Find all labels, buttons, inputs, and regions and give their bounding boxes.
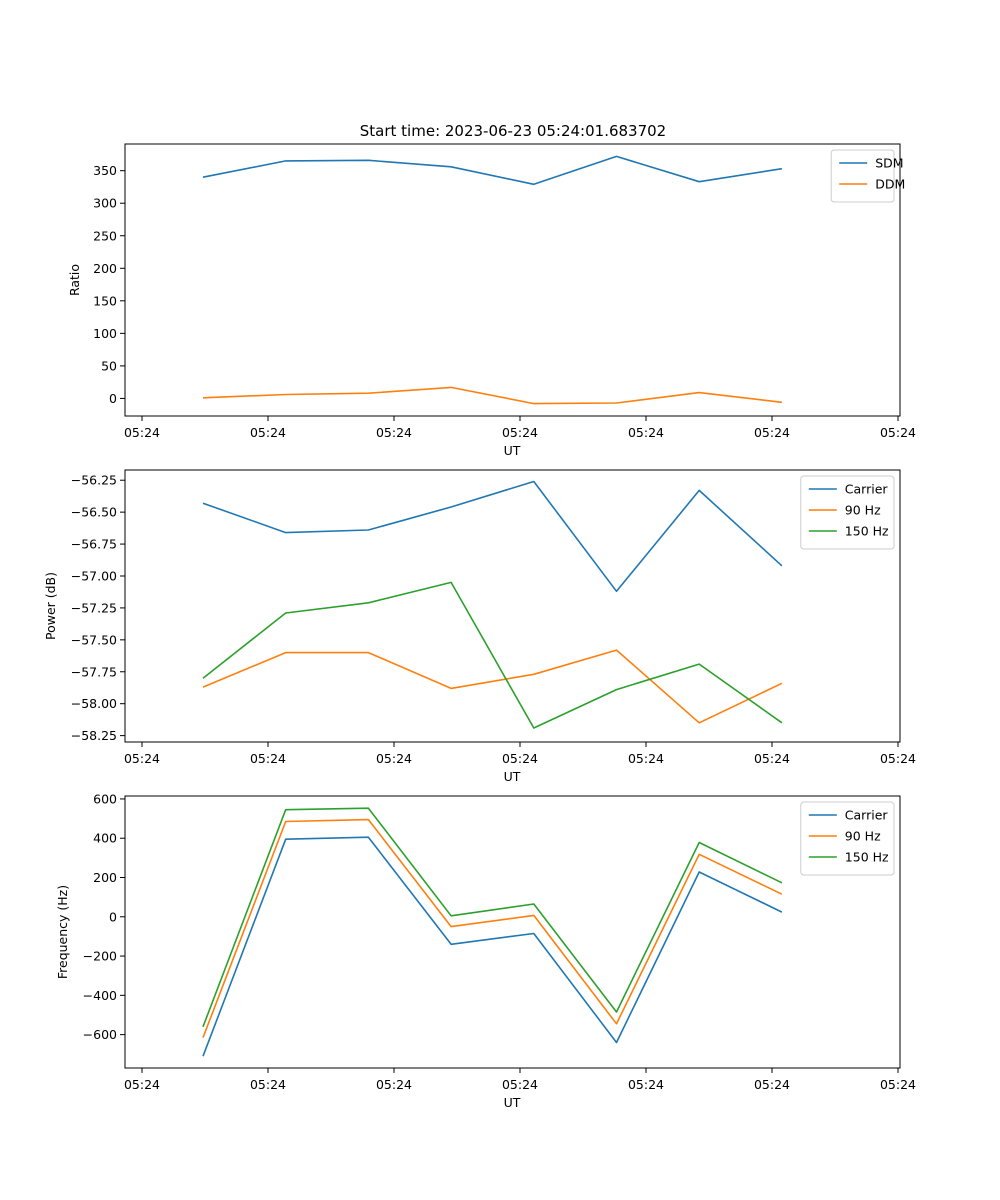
x-axis-label: UT [504,769,521,784]
series-line-ddm [202,386,782,405]
y-tick-label: −56.75 [71,537,117,552]
y-tick-label: −57.00 [71,568,117,583]
y-axis-label: Power (dB) [43,572,58,640]
x-tick-label: 05:24 [376,1077,412,1092]
y-tick-label: −56.50 [71,505,117,520]
y-tick-label: 400 [93,831,117,846]
x-tick-label: 05:24 [628,1077,664,1092]
chart-panel-1: 05:24 05:24 05:24 05:24 05:24 05:24 05:24 UT 0 50… [67,143,916,458]
y-tick-label: 150 [93,293,117,308]
x-tick-label: 05:24 [502,425,538,440]
series-line-150-hz [202,807,783,1028]
legend-entry: Carrier [845,482,889,497]
x-tick-label: 05:24 [754,425,790,440]
y-axis-label: Ratio [67,264,82,296]
y-tick-label: 250 [93,228,117,243]
x-axis-label: UT [504,1095,521,1110]
legend: Carrier 90 Hz 150 Hz [800,475,895,550]
x-tick-label: 05:24 [502,751,538,766]
x-tick-label: 05:24 [376,425,412,440]
x-tick-label: 05:24 [880,425,916,440]
x-tick-label: 05:24 [628,425,664,440]
series-line-150-hz [202,581,783,729]
x-tick-label: 05:24 [250,425,286,440]
y-tick-label: −58.25 [71,728,117,743]
y-tick-label: 600 [93,791,117,806]
x-tick-label: 05:24 [124,425,160,440]
x-tick-label: 05:24 [502,1077,538,1092]
legend-entry: 150 Hz [845,524,889,539]
x-tick-label: 05:24 [250,1077,286,1092]
legend-entry: 90 Hz [845,829,881,844]
x-tick-label: 05:24 [880,1077,916,1092]
legend: SDM DDM [830,149,905,203]
series-line-sdm [202,155,783,186]
y-tick-label: 100 [93,326,117,341]
y-tick-label: 200 [93,261,117,276]
series-line-carrier [202,480,783,593]
plot-frame [124,469,901,743]
y-tick-label: −58.00 [71,696,117,711]
x-tick-label: 05:24 [250,751,286,766]
y-tick-label: −57.25 [71,600,117,615]
series-line-carrier [202,836,783,1057]
series-line-90-hz [202,818,783,1038]
y-tick-label: 50 [101,358,117,373]
x-tick-label: 05:24 [754,1077,790,1092]
y-axis-label: Frequency (Hz) [55,885,70,979]
y-tick-label: −56.25 [71,473,117,488]
x-tick-label: 05:24 [376,751,412,766]
y-tick-label: 200 [93,870,117,885]
legend-entry: 90 Hz [845,503,881,518]
legend-entry: 150 Hz [845,850,889,865]
legend: Carrier 90 Hz 150 Hz [800,801,895,876]
y-tick-label: 0 [109,391,117,406]
plot-frame [124,143,901,417]
x-axis-label: UT [504,443,521,458]
y-tick-label: −400 [83,988,117,1003]
x-tick-label: 05:24 [124,1077,160,1092]
y-tick-label: 350 [93,163,117,178]
series-line-90-hz [202,649,783,724]
y-tick-label: −57.50 [71,632,117,647]
y-tick-label: −600 [83,1027,117,1042]
chart-panel-2: 05:24 05:24 05:24 05:24 05:24 05:24 05:24 UT −56… [43,469,916,784]
x-tick-label: 05:24 [628,751,664,766]
chart-panel-3: 05:24 05:24 05:24 05:24 05:24 05:24 05:24 UT 600… [55,791,916,1110]
legend-entry: DDM [875,177,905,192]
figure-title: Start time: 2023-06-23 05:24:01.683702 [360,122,666,140]
legend-entry: Carrier [845,808,889,823]
y-tick-label: −200 [83,949,117,964]
x-tick-label: 05:24 [880,751,916,766]
y-tick-label: 0 [109,909,117,924]
legend-entry: SDM [875,156,903,171]
plot-frame [124,795,901,1069]
x-tick-label: 05:24 [124,751,160,766]
y-tick-label: −57.75 [71,664,117,679]
y-tick-label: 300 [93,196,117,211]
x-tick-label: 05:24 [754,751,790,766]
